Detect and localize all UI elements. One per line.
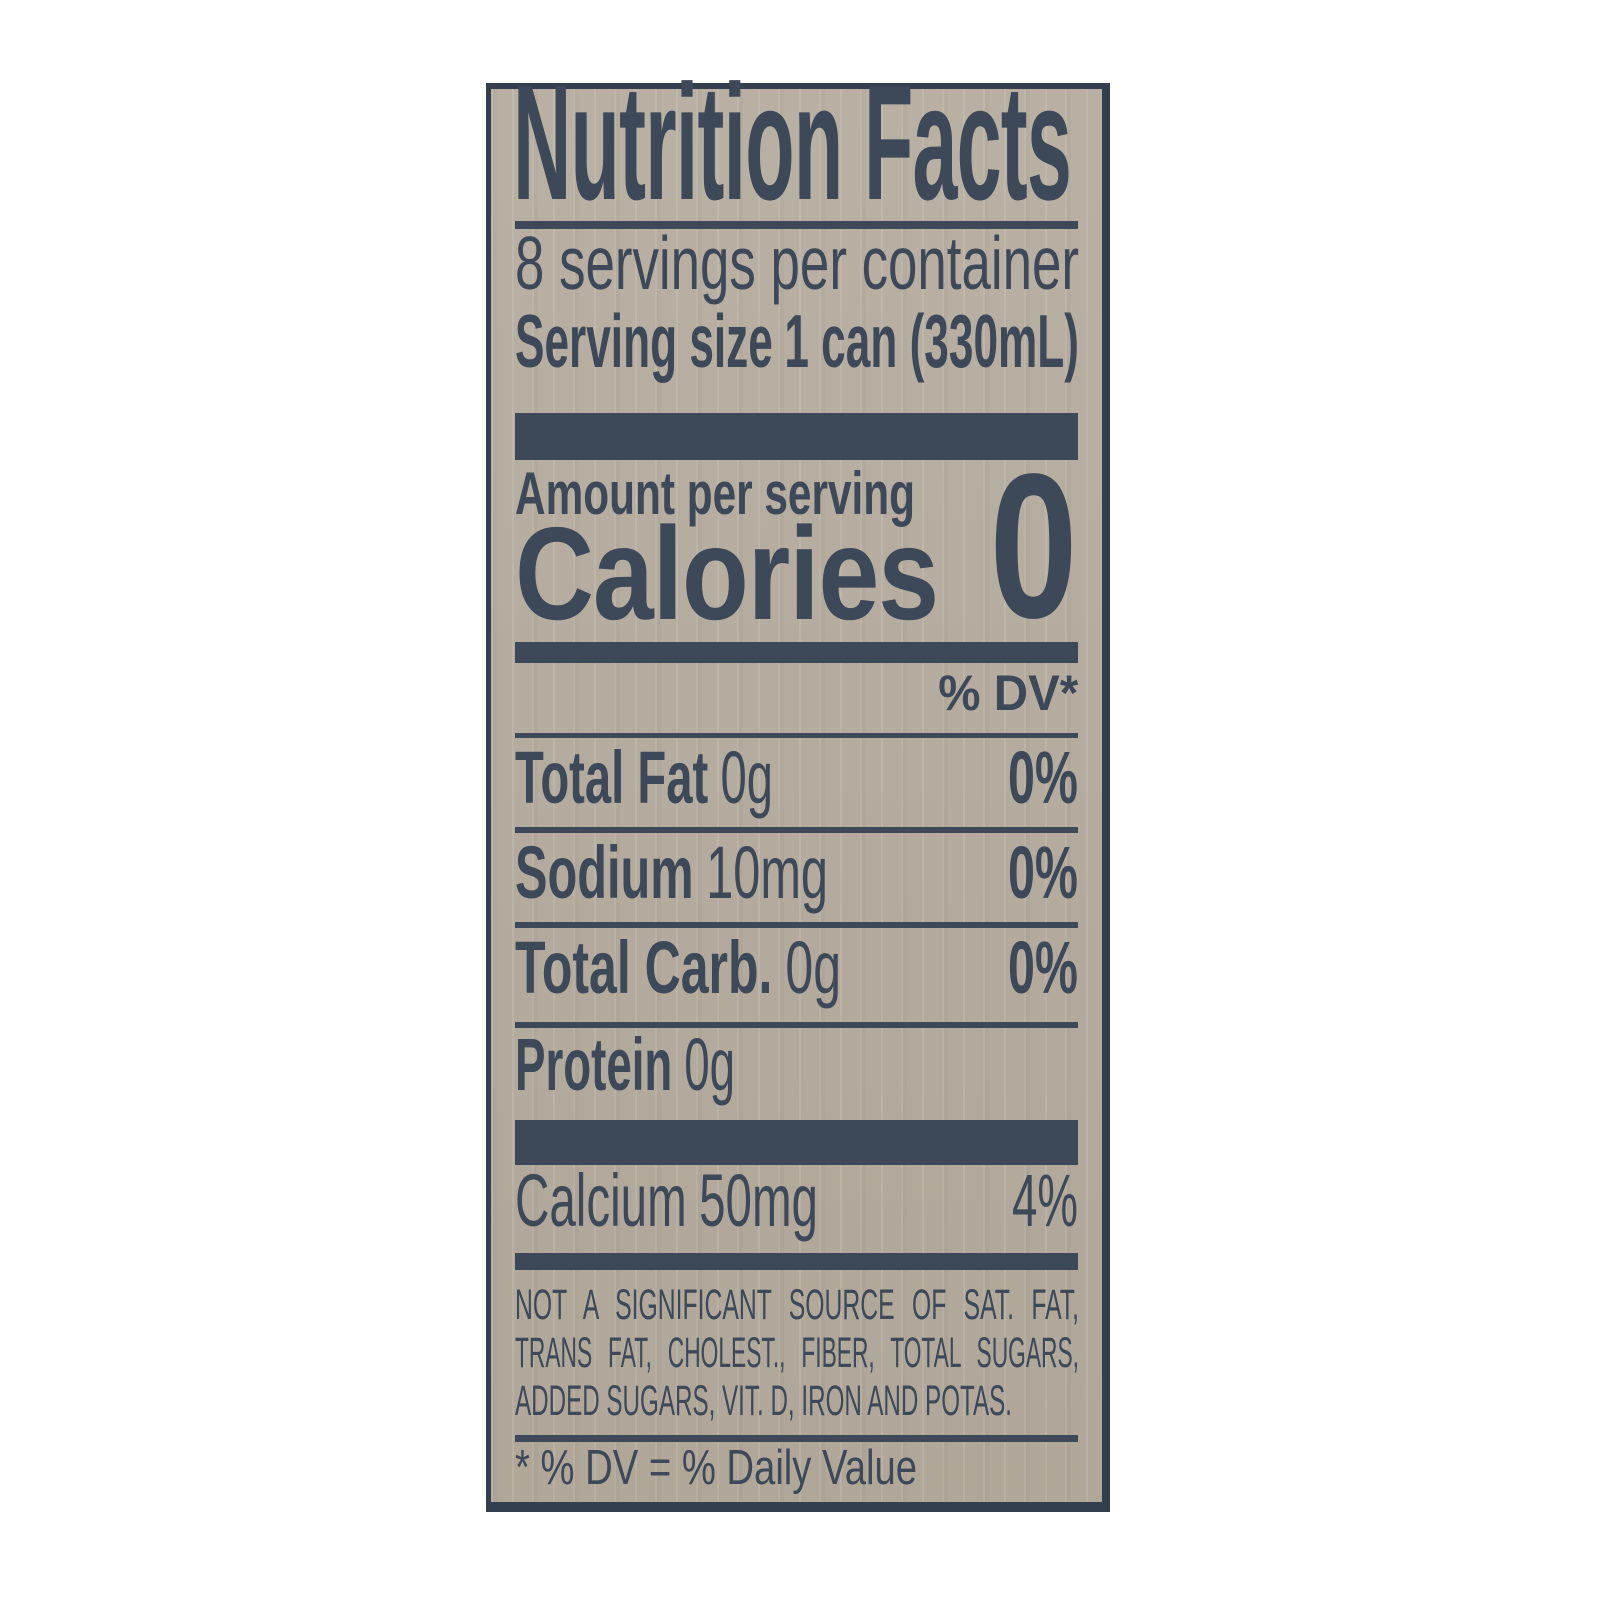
hairline-1 xyxy=(515,827,1078,833)
title-rule xyxy=(515,221,1078,229)
nutrient-row-total-fat: Total Fat 0g 0% xyxy=(515,741,1078,815)
nutrient-dv: 0% xyxy=(1008,736,1078,819)
nutrition-facts-title: Nutrition Facts xyxy=(513,51,1072,234)
disclaimer-line-1: NOT A SIGNIFICANT SOURCE OF SAT. FAT, xyxy=(515,1281,1079,1329)
nutrient-name: Sodium xyxy=(515,831,694,914)
serving-size-label: Serving size xyxy=(515,299,773,383)
separator-bar-thick-bottom xyxy=(515,1120,1078,1165)
hairline-2 xyxy=(515,922,1078,928)
calcium-underline-bar xyxy=(515,1253,1078,1270)
separator-bar-thick-top xyxy=(515,413,1078,460)
nutrient-dv: 0% xyxy=(1008,831,1078,914)
mineral-name: Calcium xyxy=(515,1159,687,1242)
daily-value-footnote: * % DV = % Daily Value xyxy=(515,1441,917,1495)
serving-size-line: Serving size 1 can (330mL) xyxy=(515,304,1079,379)
nutrient-name: Total Carb. xyxy=(515,926,773,1009)
nutrient-amount: 0g xyxy=(684,1023,735,1106)
servings-per-container: 8 servings per container xyxy=(515,221,1079,305)
calories-value: 0 xyxy=(990,431,1078,661)
nutrient-row-total-carb: Total Carb. 0g 0% xyxy=(515,931,1078,1005)
nutrient-row-sodium: Sodium 10mg 0% xyxy=(515,836,1078,910)
nutrient-name: Protein xyxy=(515,1023,673,1106)
nutrient-row-protein: Protein 0g xyxy=(515,1028,1078,1102)
serving-size-value: 1 can (330mL) xyxy=(784,299,1079,383)
hairline-3 xyxy=(515,1022,1078,1028)
daily-value-header: % DV* xyxy=(938,665,1078,721)
nutrient-amount: 0g xyxy=(720,736,773,819)
nutrient-amount: 0g xyxy=(785,926,841,1009)
nutrient-amount: 10mg xyxy=(706,831,828,914)
amount-per-serving-label: Amount per serving xyxy=(515,460,915,527)
mineral-amount: 50mg xyxy=(699,1159,818,1242)
calories-label: Calories xyxy=(515,500,939,647)
hairline-footnote xyxy=(515,1435,1078,1442)
hairline-dv xyxy=(515,733,1078,738)
disclaimer-line-3: ADDED SUGARS, VIT. D, IRON AND POTAS. xyxy=(515,1377,1012,1425)
insignificant-source-disclaimer: NOT A SIGNIFICANT SOURCE OF SAT. FAT, TR… xyxy=(515,1281,1079,1425)
mineral-row-calcium: Calcium 50mg 4% xyxy=(515,1164,1078,1238)
disclaimer-line-2: TRANS FAT, CHOLEST., FIBER, TOTAL SUGARS… xyxy=(515,1329,1079,1377)
mineral-dv: 4% xyxy=(1012,1159,1078,1242)
nutrient-dv: 0% xyxy=(1008,926,1078,1009)
nutrition-facts-panel: Nutrition Facts 8 servings per container… xyxy=(486,61,1110,1512)
calories-underline-bar xyxy=(515,642,1078,663)
nutrient-name: Total Fat xyxy=(515,736,709,819)
